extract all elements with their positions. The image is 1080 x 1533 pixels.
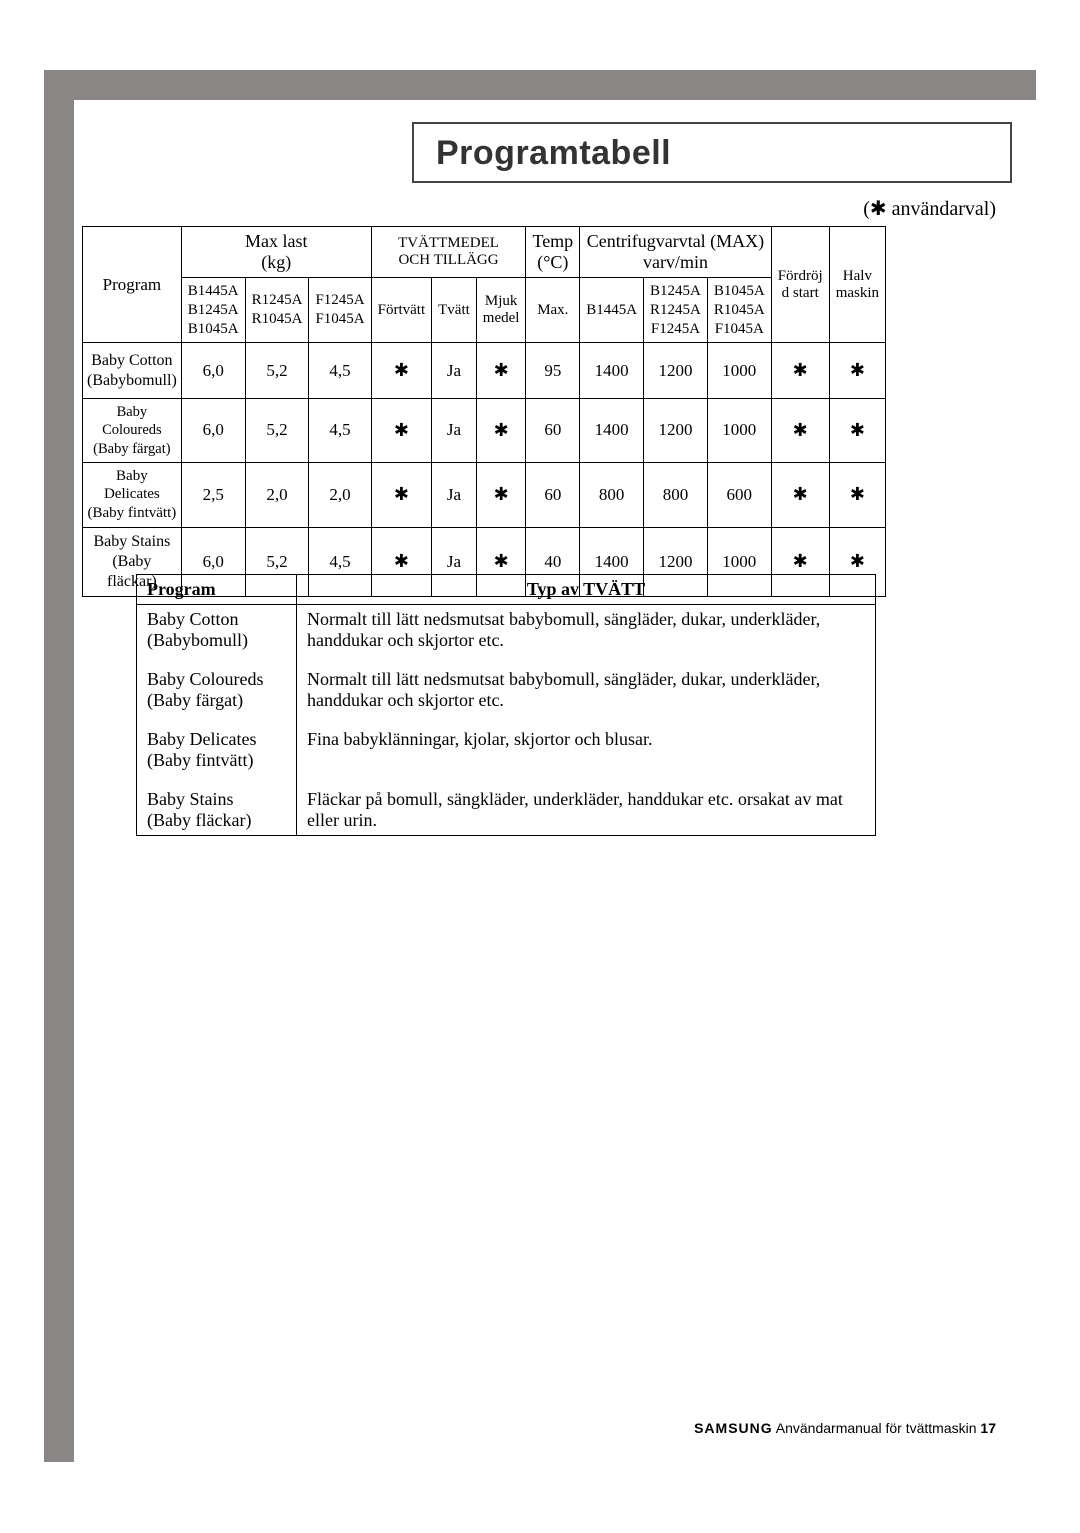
desc-row: Baby Delicates (Baby fintvätt) Fina baby… — [137, 715, 876, 775]
th-spin-b: B1245A R1245A F1245A — [644, 278, 708, 343]
cell-half: ✱ — [829, 399, 885, 462]
th-model-a: B1445A B1245A B1045A — [181, 278, 245, 343]
cell-maxload-a: 6,0 — [181, 343, 245, 399]
desc-type: Fina babyklänningar, kjolar, skjortor oc… — [297, 715, 876, 775]
th-delay: Fördröj d start — [771, 227, 829, 343]
th-half: Halv maskin — [829, 227, 885, 343]
cell-wash: Ja — [432, 462, 477, 527]
cell-spin-b: 1200 — [644, 399, 708, 462]
desc-program: Baby Coloureds (Baby färgat) — [137, 655, 297, 715]
th-tempmax: Max. — [526, 278, 580, 343]
th-detergent: TVÄTTMEDEL OCH TILLÄGG — [371, 227, 526, 278]
desc-row: Baby Stains (Baby fläckar) Fläckar på bo… — [137, 775, 876, 836]
cell-softener: ✱ — [476, 343, 526, 399]
cell-softener: ✱ — [476, 399, 526, 462]
desc-row: Baby Coloureds (Baby färgat) Normalt til… — [137, 655, 876, 715]
cell-wash: Ja — [432, 399, 477, 462]
cell-wash: Ja — [432, 343, 477, 399]
th-desc-type: Typ av TVÄTT — [297, 575, 876, 605]
cell-maxload-b: 2,0 — [245, 462, 309, 527]
desc-type: Normalt till lätt nedsmutsat babybomull,… — [297, 655, 876, 715]
cell-program: Baby Cotton (Babybomull) — [83, 343, 182, 399]
page-content: Programtabell (✱ användarval) Program Ma… — [74, 100, 1036, 1462]
cell-program: Baby Coloureds (Baby färgat) — [83, 399, 182, 462]
th-temp: Temp (°C) — [526, 227, 580, 278]
cell-program: Baby Delicates (Baby fintvätt) — [83, 462, 182, 527]
table-row: Baby Coloureds (Baby färgat) 6,0 5,2 4,5… — [83, 399, 886, 462]
desc-type: Fläckar på bomull, sängkläder, underkläd… — [297, 775, 876, 836]
cell-maxload-c: 4,5 — [309, 343, 371, 399]
cell-maxload-a: 2,5 — [181, 462, 245, 527]
cell-maxload-c: 2,0 — [309, 462, 371, 527]
cell-temp: 95 — [526, 343, 580, 399]
cell-maxload-c: 4,5 — [309, 399, 371, 462]
page-footer: SAMSUNG Användarmanual för tvättmaskin 1… — [74, 1420, 996, 1436]
cell-temp: 60 — [526, 399, 580, 462]
th-prewash: Förtvätt — [371, 278, 432, 343]
cell-spin-b: 1200 — [644, 343, 708, 399]
cell-maxload-b: 5,2 — [245, 343, 309, 399]
cell-temp: 60 — [526, 462, 580, 527]
program-table-body: Baby Cotton (Babybomull) 6,0 5,2 4,5 ✱ J… — [83, 343, 886, 597]
program-table: Program Max last (kg) TVÄTTMEDEL OCH TIL… — [82, 226, 886, 597]
description-table: Program Typ av TVÄTT Baby Cotton (Babybo… — [136, 574, 876, 836]
cell-half: ✱ — [829, 462, 885, 527]
cell-spin-c: 1000 — [707, 399, 771, 462]
cell-softener: ✱ — [476, 462, 526, 527]
cell-delay: ✱ — [771, 343, 829, 399]
desc-row: Baby Cotton (Babybomull) Normalt till lä… — [137, 605, 876, 656]
table-row: Baby Delicates (Baby fintvätt) 2,5 2,0 2… — [83, 462, 886, 527]
th-model-b: R1245A R1045A — [245, 278, 309, 343]
cell-spin-a: 800 — [580, 462, 644, 527]
page-title: Programtabell — [436, 134, 988, 173]
cell-spin-a: 1400 — [580, 399, 644, 462]
cell-prewash: ✱ — [371, 343, 432, 399]
th-spin: Centrifugvarvtal (MAX) varv/min — [580, 227, 772, 278]
th-wash: Tvätt — [432, 278, 477, 343]
th-softener: Mjuk medel — [476, 278, 526, 343]
cell-spin-b: 800 — [644, 462, 708, 527]
th-desc-program: Program — [137, 575, 297, 605]
cell-delay: ✱ — [771, 399, 829, 462]
th-model-c: F1245A F1045A — [309, 278, 371, 343]
footer-brand: SAMSUNG — [694, 1420, 773, 1436]
desc-type: Normalt till lätt nedsmutsat babybomull,… — [297, 605, 876, 656]
cell-delay: ✱ — [771, 462, 829, 527]
cell-maxload-a: 6,0 — [181, 399, 245, 462]
cell-half: ✱ — [829, 343, 885, 399]
desc-program: Baby Cotton (Babybomull) — [137, 605, 297, 656]
title-header-box: Programtabell — [412, 122, 1012, 183]
program-table-head: Program Max last (kg) TVÄTTMEDEL OCH TIL… — [83, 227, 886, 343]
cell-spin-c: 1000 — [707, 343, 771, 399]
cell-maxload-b: 5,2 — [245, 399, 309, 462]
th-program: Program — [83, 227, 182, 343]
cell-spin-a: 1400 — [580, 343, 644, 399]
desc-program: Baby Delicates (Baby fintvätt) — [137, 715, 297, 775]
cell-spin-c: 600 — [707, 462, 771, 527]
table-row: Baby Cotton (Babybomull) 6,0 5,2 4,5 ✱ J… — [83, 343, 886, 399]
desc-program: Baby Stains (Baby fläckar) — [137, 775, 297, 836]
th-maxload: Max last (kg) — [181, 227, 371, 278]
th-spin-a: B1445A — [580, 278, 644, 343]
footer-text: Användarmanual för tvättmaskin — [773, 1420, 981, 1436]
footer-page: 17 — [980, 1420, 996, 1436]
cell-prewash: ✱ — [371, 462, 432, 527]
cell-prewash: ✱ — [371, 399, 432, 462]
user-choice-legend: (✱ användarval) — [863, 196, 996, 221]
th-spin-c: B1045A R1045A F1045A — [707, 278, 771, 343]
